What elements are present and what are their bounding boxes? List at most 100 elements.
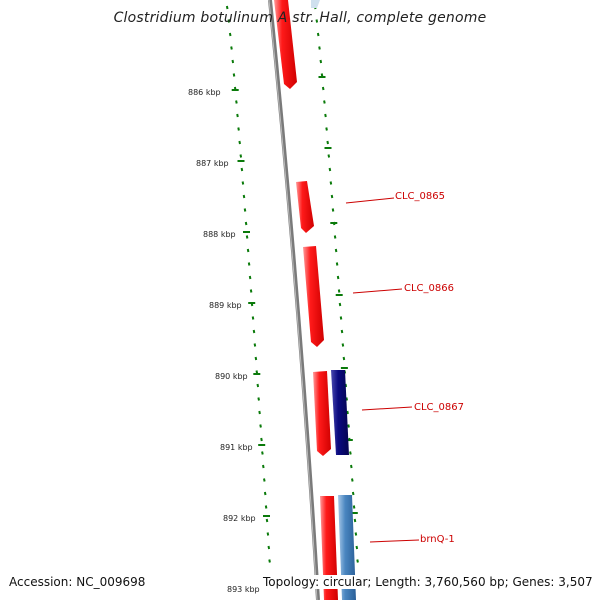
tick-dot [263, 478, 266, 482]
tick-dot [324, 113, 327, 118]
tick-dot [265, 518, 269, 523]
tick-dot [347, 424, 350, 428]
tick-dot [330, 194, 334, 199]
map-title: Clostridium botulinum A str. Hall, compl… [113, 10, 487, 26]
tick-dot [263, 491, 267, 496]
outer-tick-ring [313, 5, 359, 563]
tick-dot [327, 154, 331, 158]
tick-dot [225, 5, 229, 10]
scale-label-887: 887 kbp [196, 159, 229, 168]
tick-dot [331, 208, 335, 212]
tick-dot [346, 410, 349, 415]
tick-dot [321, 86, 325, 91]
gene-feature-clc0867-red [313, 371, 331, 456]
gene-feature-top [274, 0, 297, 89]
tick-dot [334, 248, 338, 253]
gene-label-clc0865: CLC_0865 [395, 191, 445, 202]
tick-dot [245, 235, 249, 239]
tick-dot [351, 491, 355, 496]
tick-dot [264, 505, 268, 509]
tick-dot [253, 343, 257, 347]
tick-dot [239, 154, 243, 158]
tick-dot [230, 46, 233, 50]
tick-dot [315, 19, 319, 23]
gene-feature-clc0867-blue [331, 370, 349, 455]
gene-feature-clc0865 [296, 181, 314, 233]
label-connector-clc0865 [345, 197, 395, 204]
tick-dot [316, 32, 320, 37]
scale-label-892: 892 kbp [223, 514, 256, 523]
tick-dot [235, 100, 238, 104]
tick-dot [319, 59, 323, 64]
tick-dot [243, 208, 247, 212]
tick-dot [232, 73, 236, 77]
label-connector-clc0867 [361, 406, 413, 411]
tick-dot [251, 316, 255, 320]
dotted-ticks-outer [313, 5, 359, 563]
tick-dot [257, 397, 260, 401]
scale-label-886: 886 kbp [188, 88, 221, 97]
tick-dot [238, 140, 241, 145]
tick-dot [267, 545, 271, 550]
tick-dot [318, 46, 321, 50]
genome-backbone [268, 0, 320, 600]
tick-dot [246, 248, 250, 253]
tick-dot [236, 113, 239, 118]
tick-dot [237, 127, 240, 131]
gene-feature-clc0866 [303, 246, 324, 347]
tick-dot [240, 167, 244, 172]
genome-backbone-highlight [268, 0, 318, 600]
tick-dot [262, 464, 265, 469]
tick-dot [354, 532, 358, 536]
tick-dot [352, 505, 356, 509]
gene-fragment-top [311, 0, 320, 8]
tick-dot [353, 518, 357, 523]
tick-dot [259, 424, 262, 428]
tick-dot [261, 451, 264, 455]
tick-dot [345, 397, 348, 401]
tick-dot [349, 451, 352, 455]
tick-dot [335, 262, 339, 266]
tick-dot [333, 235, 337, 239]
tick-dot [350, 464, 353, 469]
tick-dot [228, 32, 232, 37]
dotted-ticks-inner [225, 5, 271, 563]
tick-dot [256, 383, 260, 388]
label-connector-brnq [369, 539, 420, 543]
tick-dot [231, 59, 235, 64]
tick-dot [336, 275, 340, 280]
tick-dot [326, 140, 329, 145]
label-connector-clc0866 [352, 288, 403, 294]
tick-dot [266, 532, 270, 536]
tick-dot [249, 289, 253, 293]
tick-dot [323, 100, 326, 104]
tick-dot [254, 356, 258, 361]
gene-feature-brnq-lightblue [338, 495, 356, 600]
tick-dot [241, 181, 245, 185]
tick-dot [252, 329, 256, 334]
tick-dot [247, 262, 251, 266]
gene-label-brnq: brnQ-1 [420, 534, 455, 545]
tick-dot [337, 289, 341, 293]
tick-dot [342, 356, 346, 361]
gene-label-clc0866: CLC_0866 [404, 283, 454, 294]
tick-dot [242, 194, 246, 199]
tick-dot [356, 559, 359, 563]
genome-summary: Topology: circular; Length: 3,760,560 bp… [261, 575, 593, 589]
tick-dot [260, 437, 263, 442]
tick-dot [227, 19, 231, 23]
scale-label-888: 888 kbp [203, 230, 236, 239]
tick-dot [340, 329, 344, 334]
tick-dot [244, 221, 248, 226]
tick-dot [325, 127, 328, 131]
gene-feature-brnq-red [320, 496, 338, 600]
tick-dot [339, 316, 343, 320]
gene-label-clc0867: CLC_0867 [414, 402, 464, 413]
tick-dot [329, 181, 333, 185]
scale-label-890: 890 kbp [215, 372, 248, 381]
scale-label-889: 889 kbp [209, 301, 242, 310]
tick-dot [341, 343, 345, 347]
scale-label-893: 893 kbp [227, 585, 260, 594]
tick-dot [268, 559, 271, 563]
